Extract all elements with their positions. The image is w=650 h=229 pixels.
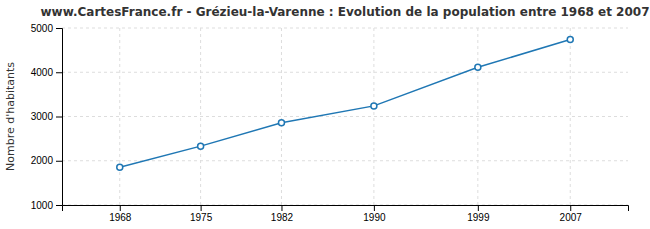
grid-line [570, 28, 571, 205]
y-axis: 1000 2000 3000 4000 5000 [31, 23, 63, 211]
tick-label: 1968 [109, 212, 132, 223]
tick-label: 4000 [31, 67, 54, 78]
tick-mark [570, 205, 571, 211]
tick-mark [56, 117, 62, 118]
grid-line [62, 116, 628, 117]
tick: 1968 [109, 205, 132, 223]
tick: 1990 [363, 205, 386, 223]
tick-label: 1999 [467, 212, 490, 223]
tick: 5000 [31, 23, 62, 34]
tick-mark [478, 205, 479, 211]
title: www.CartesFrance.fr - Grézieu-la-Varenne… [40, 5, 649, 19]
tick: 2007 [560, 205, 583, 223]
marker [475, 64, 481, 70]
tick-mark [56, 205, 62, 206]
marker [567, 37, 573, 43]
tick-mark [120, 205, 121, 211]
line [120, 40, 570, 168]
tick: 1975 [190, 205, 213, 223]
grid-line [62, 28, 628, 29]
tick: 2000 [31, 155, 62, 166]
tick-mark [56, 72, 62, 73]
marker [198, 143, 204, 149]
tick: 1982 [271, 205, 294, 223]
marker [278, 120, 284, 126]
axis-line [56, 29, 63, 206]
tick-label: 1000 [31, 200, 54, 211]
x-axis: 1968 1975 1982 1990 1999 2007 [63, 205, 629, 223]
tick-label: 1982 [271, 212, 294, 223]
series [117, 37, 573, 171]
axis-line [63, 206, 629, 212]
marker [117, 164, 123, 170]
tick-label: 5000 [31, 23, 54, 34]
tick: 1999 [467, 205, 490, 223]
chart: 1968 1975 1982 1990 1999 2007 1000 2000 3000 4000… [0, 0, 650, 229]
tick: 1000 [31, 200, 62, 211]
tick-label: 2007 [560, 212, 583, 223]
tick-label: 1975 [190, 212, 213, 223]
tick: 3000 [31, 111, 62, 122]
tick-label: 1990 [363, 212, 386, 223]
tick: 4000 [31, 67, 62, 78]
grid-line [62, 72, 628, 73]
tick-mark [201, 205, 202, 211]
grid [62, 28, 628, 205]
tick-mark [281, 205, 282, 211]
tick-mark [56, 28, 62, 29]
grid-line [281, 28, 282, 205]
grid-line [119, 28, 120, 205]
tick-mark [374, 205, 375, 211]
plot: 1968 1975 1982 1990 1999 2007 1000 2000 3000 4000… [31, 23, 629, 223]
tick-mark [56, 161, 62, 162]
y-axis-label: Nombre d'habitants [4, 62, 17, 171]
tick-label: 3000 [31, 111, 54, 122]
marker [371, 103, 377, 109]
tick-label: 2000 [31, 155, 54, 166]
